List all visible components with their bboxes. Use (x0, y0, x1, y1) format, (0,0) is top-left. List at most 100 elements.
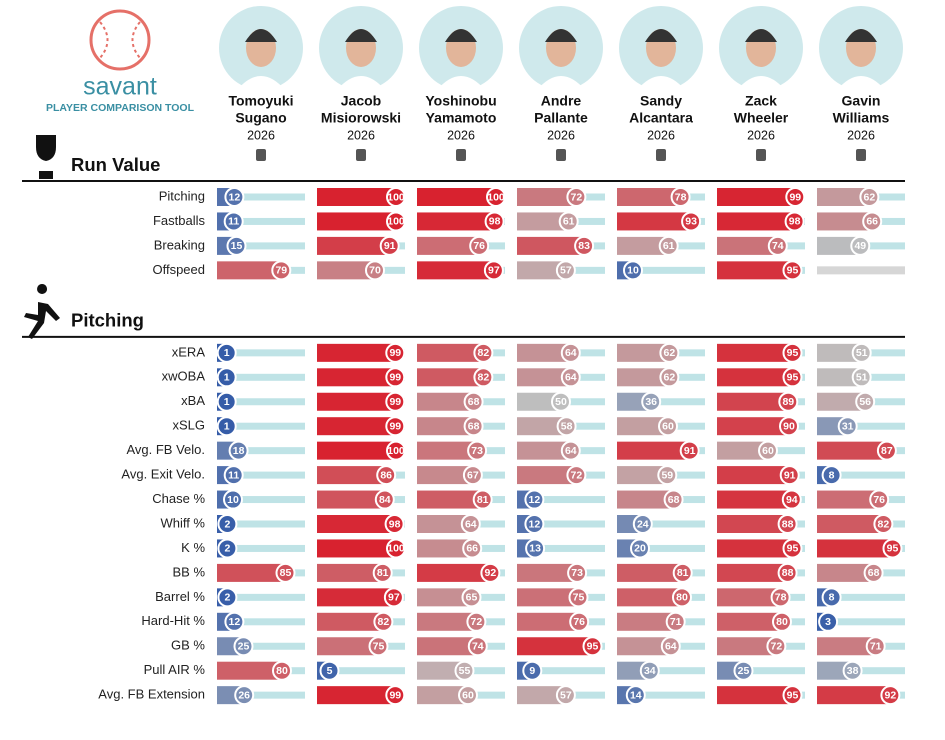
percentile-badge (767, 235, 788, 256)
percentile-bar (317, 261, 375, 280)
percentile-badge (558, 211, 579, 232)
player-year: 2026 (247, 128, 275, 142)
percentile-value: 72 (471, 616, 483, 628)
player-year: 2026 (747, 128, 775, 142)
percentile-value: 14 (630, 689, 642, 701)
bar-track (217, 349, 305, 357)
percentile-value: 95 (787, 543, 799, 555)
percentile-value: 95 (787, 347, 799, 359)
percentile-value: 62 (664, 347, 676, 359)
percentile-badge (837, 416, 858, 437)
headshot-cap (245, 29, 277, 42)
percentile-value: 95 (787, 689, 799, 701)
percentile-value: 66 (866, 216, 878, 228)
bar-track (217, 642, 305, 650)
percentile-value: 98 (389, 518, 401, 530)
percentile-badge (217, 514, 238, 534)
percentile-value: 100 (487, 191, 505, 203)
percentile-badge (223, 465, 244, 486)
percentile-bar (317, 236, 390, 255)
percentile-bar (217, 261, 282, 280)
row-label: Pull AIR % (144, 662, 206, 677)
percentile-badge (670, 187, 691, 207)
bar-track (617, 520, 705, 528)
percentile-bar (517, 417, 567, 436)
percentile-value: 80 (776, 616, 788, 628)
percentile-bar (617, 563, 683, 582)
percentile-bar (817, 637, 876, 656)
percentile-badge (851, 342, 872, 363)
percentile-badge (782, 342, 803, 363)
percentile-badge (454, 660, 475, 681)
percentile-badge (863, 562, 884, 583)
percentile-value: 24 (637, 518, 649, 530)
percentile-badge (524, 489, 545, 510)
row-label: xERA (172, 344, 206, 359)
percentile-value: 82 (478, 372, 490, 384)
percentile-value: 78 (675, 191, 687, 203)
percentile-badge (778, 391, 799, 412)
percentile-value: 97 (388, 592, 400, 604)
percentile-bar (417, 661, 465, 680)
percentile-value: 56 (859, 396, 871, 408)
percentile-value: 82 (878, 518, 890, 530)
percentile-value: 50 (555, 396, 567, 408)
percentile-value: 89 (782, 396, 794, 408)
percentile-badge (850, 235, 871, 256)
row-label: xBA (181, 393, 205, 408)
headshot-cap (445, 29, 477, 42)
row-label: Pitching (159, 188, 205, 203)
percentile-value: 15 (231, 240, 243, 252)
percentile-value: 71 (670, 616, 682, 628)
percentile-bar (817, 212, 873, 231)
percentile-value: 65 (466, 592, 478, 604)
percentile-value: 98 (789, 216, 801, 228)
bar-track (317, 667, 405, 675)
bar-track (217, 618, 305, 626)
bar-track (217, 193, 305, 201)
percentile-bar (417, 392, 474, 411)
row-label: Avg. Exit Velo. (121, 467, 205, 482)
section-title: Pitching (71, 310, 144, 331)
percentile-bar (717, 236, 778, 255)
percentile-bar (517, 392, 561, 411)
percentile-badge (777, 562, 798, 583)
percentile-value: 70 (369, 265, 381, 277)
percentile-value: 68 (668, 494, 680, 506)
percentile-bar (817, 539, 893, 558)
percentile-badge (566, 465, 587, 486)
percentile-badge (784, 211, 805, 232)
percentile-bar (717, 368, 793, 387)
percentile-bar (517, 612, 580, 631)
percentile-badge (672, 562, 693, 583)
percentile-value: 76 (473, 240, 485, 252)
headshot (737, 76, 785, 90)
percentile-badge (569, 611, 590, 632)
percentile-badge (659, 367, 680, 388)
percentile-bar (317, 612, 384, 631)
percentile-badge (777, 514, 798, 534)
percentile-value: 88 (782, 518, 794, 530)
team-logo (256, 149, 266, 161)
headshot (437, 76, 485, 90)
player-year: 2026 (547, 128, 575, 142)
percentile-badge (275, 562, 296, 583)
percentile-value: 90 (783, 420, 795, 432)
team-logo (456, 149, 466, 161)
bar-track (217, 242, 305, 250)
percentile-badge (216, 416, 237, 437)
percentile-bar (317, 637, 379, 656)
percentile-value: 11 (228, 469, 239, 481)
percentile-badge (551, 391, 571, 412)
player-last-name: Williams (833, 110, 890, 126)
percentile-value: 59 (661, 469, 673, 481)
percentile-bar (717, 188, 796, 206)
percentile-badge (782, 685, 803, 706)
percentile-badge (623, 260, 643, 281)
percentile-badge (217, 587, 238, 608)
percentile-badge (525, 538, 546, 559)
percentile-bar (717, 563, 788, 582)
headshot (237, 76, 285, 90)
percentile-badge (386, 440, 406, 461)
bar-track (217, 422, 305, 430)
